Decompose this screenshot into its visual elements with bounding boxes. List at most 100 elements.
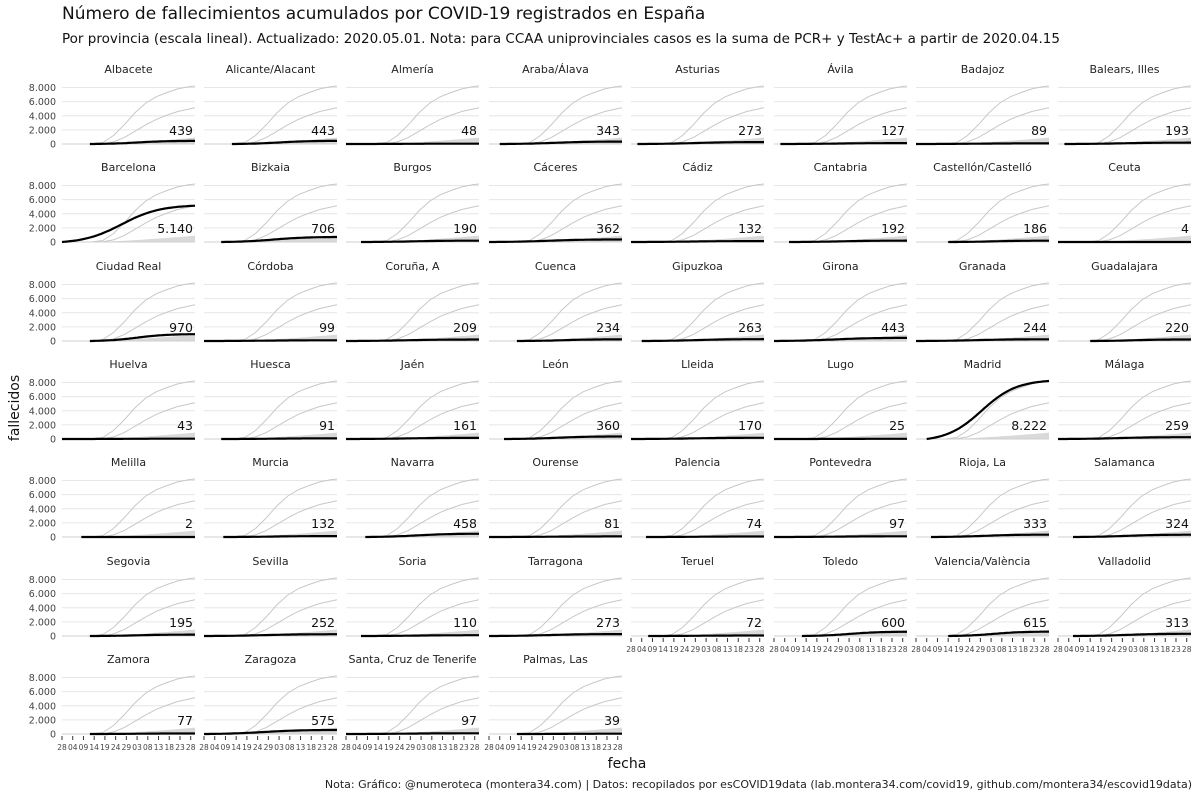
province-line (789, 239, 907, 244)
background-province-band (92, 334, 195, 341)
province-line (774, 535, 907, 539)
facet-label: Gipuzkoa (672, 260, 723, 273)
x-tick-label: 14 (658, 645, 668, 654)
province-line (346, 436, 479, 441)
background-line-madrid (233, 282, 338, 342)
x-tick-label: 18 (164, 743, 174, 752)
background-line-madrid (660, 282, 765, 342)
value-label: 324 (1165, 516, 1189, 531)
province-line (346, 732, 479, 736)
x-tick-label: 24 (253, 743, 263, 752)
value-label: 970 (169, 320, 193, 335)
facet-label: Toledo (822, 555, 858, 568)
background-line-barcelona (91, 205, 196, 243)
x-tick-label: 28 (341, 743, 351, 752)
y-tick-label: 2.000 (29, 420, 56, 431)
background-line-madrid (1087, 380, 1192, 440)
facet-label: Lugo (827, 358, 854, 371)
facet-label: Cádiz (682, 161, 712, 174)
y-tick-label: 2.000 (29, 223, 56, 234)
x-tick-label: 28 (755, 645, 765, 654)
value-label: 600 (881, 615, 905, 630)
background-line-madrid (233, 380, 338, 440)
y-tick-label: 2.000 (29, 125, 56, 136)
background-line-madrid (518, 380, 623, 440)
y-tick-label: 8.000 (29, 83, 56, 94)
value-label: 8.222 (1011, 418, 1047, 433)
background-province-band (92, 235, 195, 242)
background-line-madrid (518, 478, 623, 538)
background-line-barcelona (518, 500, 623, 538)
x-tick-label: 19 (100, 743, 110, 752)
y-tick-label: 4.000 (29, 406, 56, 417)
y-tick-label: 8.000 (29, 378, 56, 389)
background-line-barcelona (233, 402, 338, 440)
background-province-band (234, 137, 337, 144)
background-province-band (804, 629, 907, 636)
background-line-madrid (91, 85, 196, 145)
value-label: 2 (185, 516, 193, 531)
province-line (637, 141, 764, 146)
background-line-madrid (1087, 282, 1192, 342)
background-line-madrid (518, 675, 623, 735)
y-tick-label: 2.000 (29, 518, 56, 529)
x-tick-label: 13 (1150, 645, 1160, 654)
x-tick-label: 13 (581, 743, 591, 752)
x-tick-label: 19 (527, 743, 537, 752)
background-line-barcelona (1087, 304, 1192, 342)
x-tick-label: 28 (1182, 645, 1192, 654)
province-line (361, 634, 479, 638)
facet-label: Burgos (393, 161, 432, 174)
background-line-madrid (803, 282, 908, 342)
x-tick-label: 23 (602, 743, 612, 752)
y-tick-label: 0 (50, 140, 56, 151)
y-tick-label: 0 (50, 238, 56, 249)
y-tick-label: 6.000 (29, 294, 56, 305)
facet-label: Soria (398, 555, 426, 568)
y-tick-label: 6.000 (29, 687, 56, 698)
facet-label: Huelva (109, 358, 147, 371)
value-label: 43 (177, 418, 193, 433)
x-tick-label: 28 (613, 743, 623, 752)
y-tick-label: 0 (50, 337, 56, 348)
value-label: 575 (311, 713, 335, 728)
background-line-barcelona (375, 599, 480, 637)
x-tick-label: 03 (274, 743, 284, 752)
x-tick-label: 24 (538, 743, 548, 752)
x-tick-label: 18 (1160, 645, 1170, 654)
x-tick-label: 04 (637, 645, 647, 654)
x-tick-label: 04 (68, 743, 78, 752)
y-tick-label: 4.000 (29, 701, 56, 712)
facet-label: Pontevedra (809, 456, 872, 469)
background-province-band (92, 137, 195, 144)
province-line (926, 379, 1050, 441)
x-tick-label: 18 (448, 743, 458, 752)
x-tick-label: 19 (954, 645, 964, 654)
background-line-barcelona (375, 205, 480, 243)
facet-label: Melilla (111, 456, 146, 469)
facet-label: Jaén (400, 358, 425, 371)
y-tick-label: 6.000 (29, 392, 56, 403)
x-tick-label: 24 (1107, 645, 1117, 654)
x-tick-label: 13 (296, 743, 306, 752)
value-label: 77 (177, 713, 193, 728)
y-tick-label: 8.000 (29, 673, 56, 684)
facet-label: Cuenca (535, 260, 576, 273)
province-line (1058, 436, 1191, 441)
facet-label: Guadalajara (1091, 260, 1158, 273)
x-tick-label: 19 (242, 743, 252, 752)
background-line-barcelona (233, 500, 338, 538)
x-tick-label: 03 (132, 743, 142, 752)
y-tick-label: 4.000 (29, 111, 56, 122)
x-tick-label: 24 (395, 743, 405, 752)
background-province-band (946, 432, 1049, 439)
facet-label: Santa, Cruz de Tenerife (348, 653, 476, 666)
x-tick-label: 19 (669, 645, 679, 654)
x-tick-label: 04 (922, 645, 932, 654)
background-line-barcelona (91, 402, 196, 440)
facet-label: Rioja, La (959, 456, 1006, 469)
province-line (780, 142, 907, 146)
background-line-madrid (91, 675, 196, 735)
y-tick-label: 8.000 (29, 476, 56, 487)
background-line-madrid (375, 183, 480, 243)
